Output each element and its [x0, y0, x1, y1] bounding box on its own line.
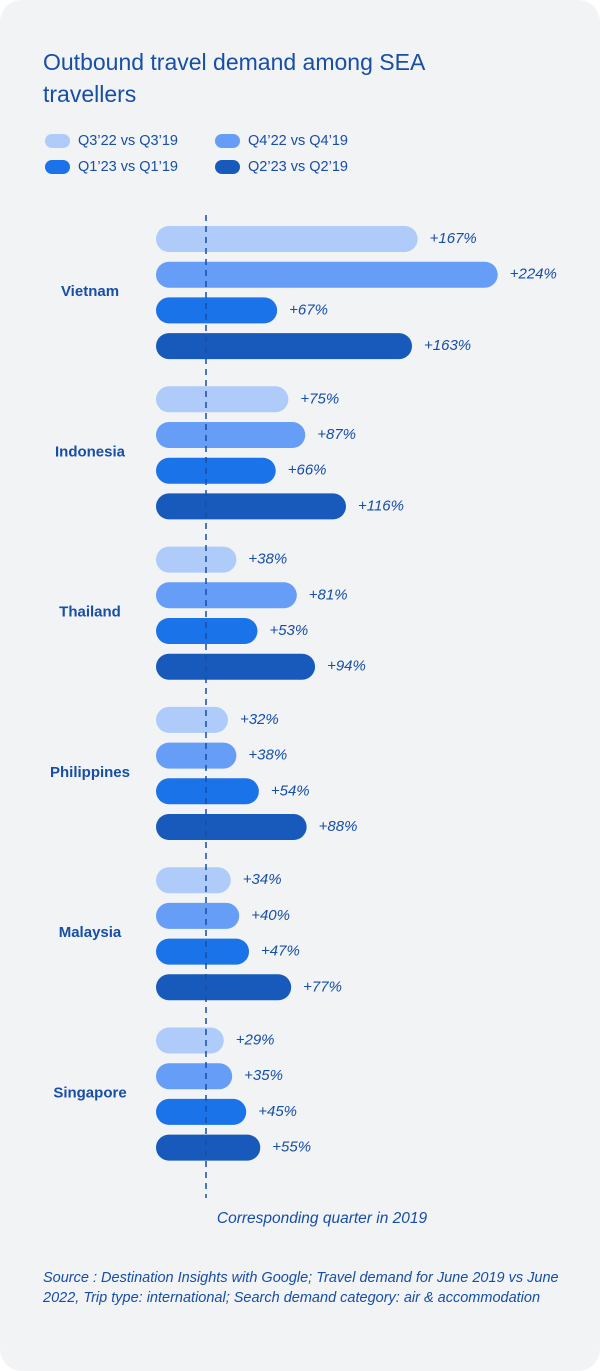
- legend-label: Q1’23 vs Q1’19: [78, 159, 178, 175]
- bar: [156, 653, 316, 680]
- value-label: +45%: [258, 1103, 297, 1120]
- category-label: Philippines: [50, 764, 130, 781]
- legend-swatch: [215, 160, 240, 174]
- legend-label: Q3’22 vs Q3’19: [78, 133, 178, 149]
- category-label: Malaysia: [59, 924, 122, 941]
- value-label: +29%: [236, 1031, 275, 1048]
- bar: [156, 226, 418, 252]
- value-label: +32%: [240, 711, 279, 728]
- bar: [156, 1063, 233, 1090]
- value-label: +116%: [358, 497, 404, 514]
- legend-label: Q2’23 vs Q2’19: [248, 159, 348, 175]
- source-note: Source : Destination Insights with Googl…: [43, 1270, 559, 1306]
- bar: [156, 261, 498, 288]
- value-label: +35%: [244, 1067, 283, 1084]
- value-label: +38%: [248, 551, 287, 568]
- value-label: +163%: [424, 337, 471, 354]
- bar: [156, 582, 297, 609]
- value-label: +54%: [271, 782, 310, 799]
- category-label: Indonesia: [55, 443, 126, 460]
- value-label: +94%: [327, 658, 366, 675]
- bar: [156, 493, 346, 520]
- value-label: +55%: [272, 1139, 311, 1156]
- bar: [156, 333, 413, 360]
- bar: [156, 457, 276, 484]
- value-label: +53%: [269, 622, 308, 639]
- value-label: +77%: [303, 978, 342, 995]
- legend-swatch: [45, 134, 70, 148]
- value-label: +40%: [251, 907, 290, 924]
- bar: [156, 546, 237, 573]
- value-label: +38%: [248, 747, 287, 764]
- legend-swatch: [215, 134, 240, 148]
- bar: [156, 386, 289, 413]
- bar: [156, 618, 258, 644]
- bar: [156, 1134, 261, 1161]
- legend-swatch: [45, 160, 70, 174]
- value-label: +67%: [289, 301, 328, 318]
- bar: [156, 938, 250, 965]
- value-label: +47%: [261, 943, 300, 960]
- bar: [156, 814, 307, 840]
- chart-title: Outbound travel demand among SEA travell…: [43, 49, 425, 107]
- reference-label: Corresponding quarter in 2019: [217, 1210, 428, 1227]
- bar: [156, 742, 237, 769]
- bar: [156, 778, 259, 805]
- category-label: Thailand: [59, 604, 121, 621]
- value-label: +167%: [430, 230, 477, 247]
- value-label: +87%: [317, 426, 356, 443]
- category-label: Vietnam: [61, 283, 119, 300]
- value-label: +81%: [309, 586, 348, 603]
- bar: [156, 1098, 247, 1125]
- value-label: +34%: [243, 871, 282, 888]
- bar: [156, 1027, 224, 1054]
- bar: [156, 867, 231, 894]
- value-label: +75%: [300, 390, 339, 407]
- category-label: Singapore: [53, 1084, 126, 1101]
- value-label: +88%: [319, 818, 358, 835]
- bar: [156, 974, 292, 1001]
- bar: [156, 422, 306, 448]
- legend-label: Q4’22 vs Q4’19: [248, 133, 348, 149]
- bar: [156, 706, 228, 733]
- value-label: +224%: [510, 266, 557, 283]
- bar: [156, 297, 278, 324]
- bar: [156, 902, 240, 929]
- value-label: +66%: [288, 462, 327, 479]
